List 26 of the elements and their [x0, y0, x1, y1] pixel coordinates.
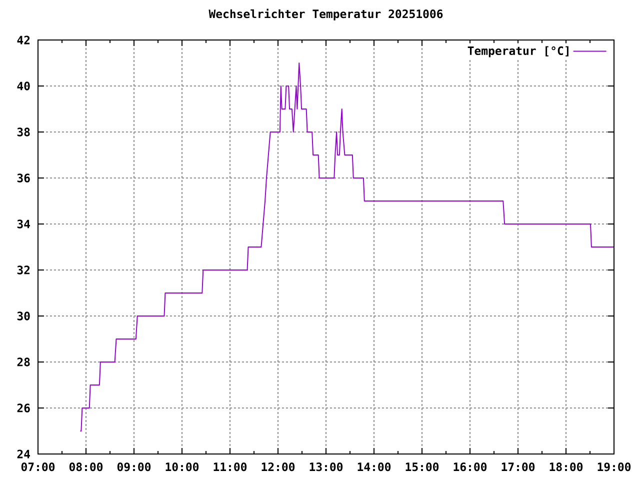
y-tick-label: 26	[17, 404, 30, 412]
x-tick-label: 10:00	[166, 462, 199, 472]
x-tick-label: 14:00	[358, 462, 391, 472]
y-tick-label: 32	[17, 266, 30, 274]
y-tick-label: 34	[17, 220, 30, 228]
y-tick-label: 30	[17, 312, 30, 320]
x-tick-label: 19:00	[598, 462, 631, 472]
y-tick-label: 42	[17, 36, 30, 44]
x-tick-label: 16:00	[454, 462, 487, 472]
x-tick-label: 11:00	[214, 462, 247, 472]
x-tick-label: 07:00	[21, 462, 55, 472]
x-tick-label: 08:00	[69, 462, 103, 472]
y-tick-label: 40	[17, 82, 30, 90]
chart-title: Wechselrichter Temperatur 20251006	[208, 8, 443, 20]
x-tick-label: 09:00	[117, 462, 151, 472]
y-tick-label: 24	[17, 450, 30, 458]
line-series	[80, 62, 614, 432]
x-tick-label: 18:00	[550, 462, 583, 472]
y-tick-label: 36	[17, 174, 30, 182]
x-tick-label: 13:00	[310, 462, 343, 472]
x-tick-label: 12:00	[262, 462, 295, 472]
y-tick-label: 28	[17, 358, 30, 366]
y-tick-label: 38	[17, 128, 30, 136]
x-tick-label: 17:00	[502, 462, 535, 472]
x-tick-label: 15:00	[406, 462, 439, 472]
legend-label: Temperatur [°C]	[468, 46, 568, 58]
